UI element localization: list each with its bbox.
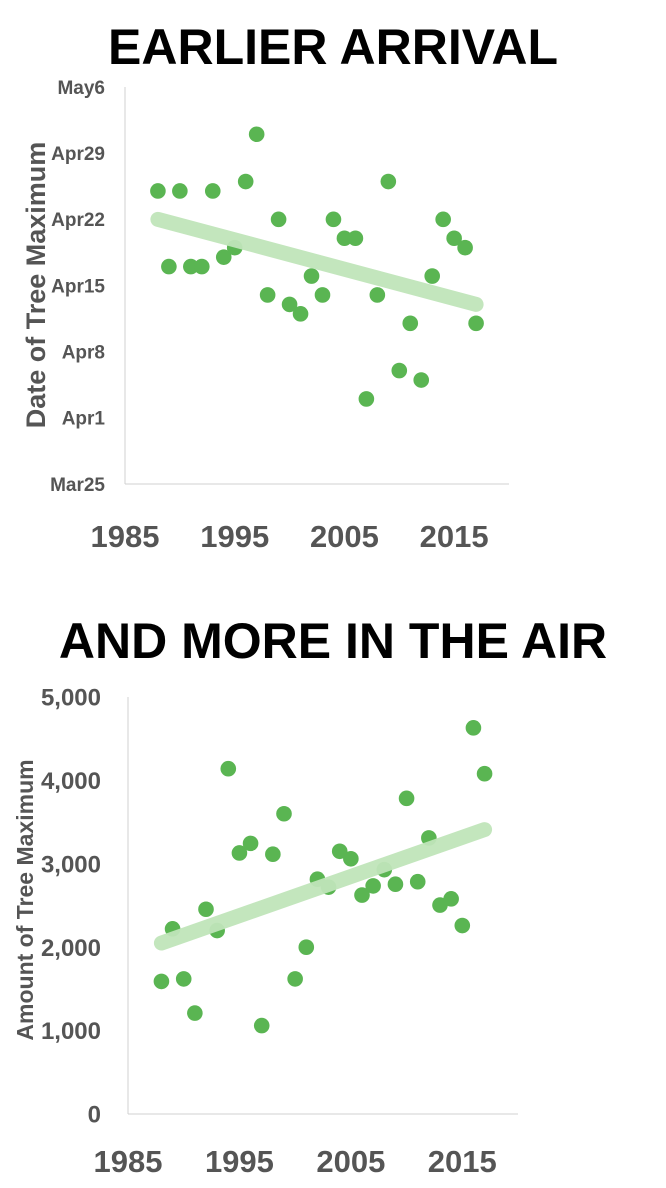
data-point bbox=[298, 939, 315, 955]
data-point bbox=[398, 790, 415, 807]
chart-1-plot: Mar25 Apr1 Apr8 Apr15 Apr22 Apr29 May6 1985 1995… bbox=[50, 78, 509, 554]
x-tick-label: 2015 bbox=[420, 519, 489, 554]
data-point bbox=[259, 287, 276, 303]
y-tick-label: Apr22 bbox=[51, 210, 105, 231]
y-tick-label: Apr1 bbox=[62, 409, 106, 430]
data-point bbox=[358, 391, 375, 407]
chart-1-title: EARLIER ARRIVAL bbox=[108, 19, 558, 75]
data-point bbox=[292, 306, 309, 322]
x-tick-label: 1995 bbox=[205, 1144, 274, 1179]
data-point bbox=[435, 211, 451, 228]
data-point bbox=[476, 765, 493, 782]
data-point bbox=[369, 287, 386, 303]
y-tick-label: Apr15 bbox=[51, 276, 105, 297]
x-tick-label: 2015 bbox=[428, 1144, 497, 1179]
data-point bbox=[413, 372, 430, 388]
y-tick-label: 3,000 bbox=[41, 851, 101, 878]
data-point bbox=[468, 315, 484, 332]
data-point bbox=[270, 211, 287, 228]
y-tick-label: Mar25 bbox=[50, 475, 105, 496]
x-tick-label: 1985 bbox=[91, 519, 160, 554]
x-tick-label: 1985 bbox=[94, 1144, 163, 1179]
data-point bbox=[424, 268, 441, 284]
data-point bbox=[231, 845, 248, 861]
data-point bbox=[187, 1005, 203, 1021]
y-tick-label: May6 bbox=[57, 78, 105, 99]
trend-line bbox=[150, 211, 484, 312]
data-point bbox=[457, 239, 473, 256]
data-point bbox=[443, 891, 459, 907]
data-point bbox=[387, 876, 404, 893]
data-point bbox=[175, 971, 192, 987]
data-point bbox=[365, 878, 381, 894]
x-tick-label: 2005 bbox=[316, 1144, 385, 1179]
data-point bbox=[454, 917, 471, 934]
data-point bbox=[336, 230, 353, 247]
chart-2-ylabel: Amount of Tree Maximum bbox=[12, 759, 38, 1040]
data-point bbox=[343, 850, 359, 867]
y-tick-label: 1,000 bbox=[41, 1018, 101, 1045]
data-point bbox=[161, 258, 177, 275]
data-point bbox=[153, 973, 170, 990]
chart-2-plot: 0 1,000 2,000 3,000 4,000 5,000 1985 1995 2005 20… bbox=[41, 685, 518, 1179]
data-point bbox=[215, 249, 232, 265]
data-point bbox=[150, 183, 166, 199]
data-point bbox=[303, 268, 320, 284]
y-tick-label: Apr29 bbox=[51, 144, 105, 165]
data-point bbox=[253, 1017, 270, 1034]
y-tick-label: 2,000 bbox=[41, 935, 101, 962]
y-tick-label: 0 bbox=[88, 1102, 101, 1129]
data-point bbox=[183, 258, 199, 275]
chart-1-ylabel: Date of Tree Maximum bbox=[21, 142, 51, 429]
y-tick-label: Apr8 bbox=[62, 343, 105, 364]
y-tick-label: 5,000 bbox=[41, 685, 101, 712]
data-point bbox=[248, 126, 265, 143]
data-point bbox=[198, 901, 214, 918]
data-point bbox=[242, 835, 259, 852]
data-point bbox=[194, 258, 210, 275]
data-point bbox=[237, 173, 254, 190]
data-point bbox=[331, 843, 348, 860]
data-point bbox=[265, 846, 281, 863]
x-tick-label: 2005 bbox=[310, 519, 379, 554]
data-point bbox=[325, 211, 342, 228]
data-point bbox=[281, 296, 298, 313]
trend-line bbox=[153, 822, 493, 951]
data-point bbox=[220, 760, 237, 777]
data-point bbox=[465, 720, 482, 736]
data-point bbox=[276, 805, 292, 822]
data-point bbox=[287, 971, 303, 987]
data-point bbox=[204, 183, 221, 199]
data-point bbox=[314, 287, 331, 303]
data-point bbox=[402, 315, 419, 332]
data-point bbox=[446, 230, 462, 247]
data-point bbox=[391, 362, 408, 379]
chart-2-title: AND MORE IN THE AIR bbox=[59, 613, 607, 669]
y-tick-label: 4,000 bbox=[41, 768, 101, 795]
data-point bbox=[380, 173, 397, 190]
data-point bbox=[347, 230, 364, 247]
data-point bbox=[172, 183, 188, 199]
data-point bbox=[409, 873, 426, 890]
data-point bbox=[354, 887, 370, 903]
x-tick-label: 1995 bbox=[200, 519, 269, 554]
